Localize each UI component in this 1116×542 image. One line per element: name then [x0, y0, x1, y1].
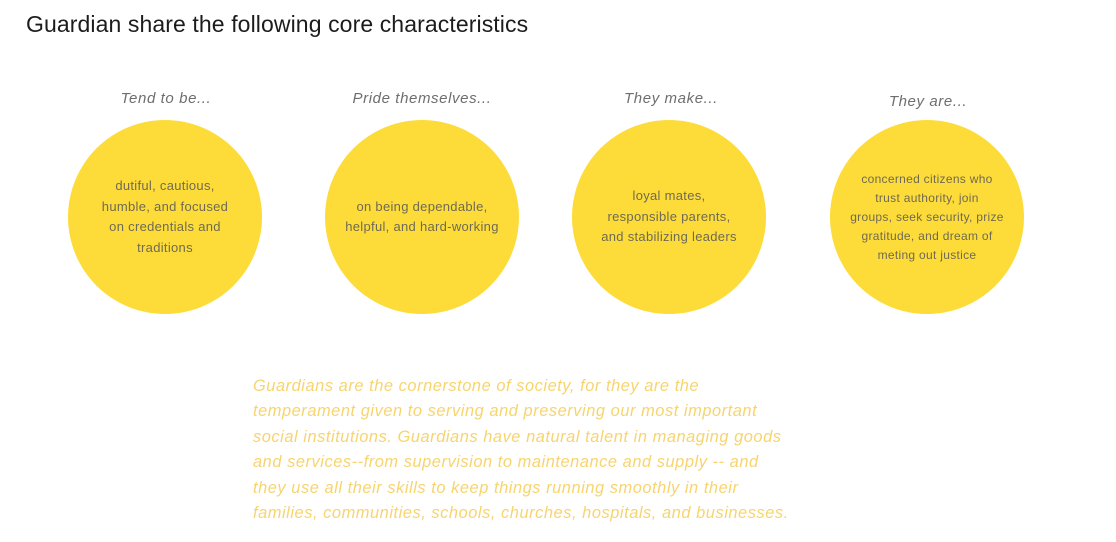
trait-heading: Pride themselves...: [352, 90, 492, 107]
trait-text: dutiful, cautious, humble, and focused o…: [102, 176, 228, 258]
trait-text-line: gratitude, and dream of: [861, 228, 993, 243]
trait-text-line: loyal mates,: [632, 188, 706, 204]
trait-text-line: trust authority, join: [875, 190, 979, 205]
description-line: Guardians are the cornerstone of society…: [253, 377, 700, 395]
trait-text-line: dutiful, cautious,: [115, 178, 215, 193]
trait-circle: loyal mates, responsible parents, and st…: [572, 120, 766, 314]
guardian-description: Guardians are the cornerstone of society…: [253, 374, 833, 526]
trait-heading: Tend to be...: [120, 90, 212, 107]
trait-circle: on being dependable, helpful, and hard-w…: [325, 120, 519, 314]
trait-text: on being dependable, helpful, and hard-w…: [345, 197, 498, 238]
trait-text-line: groups, seek security, prize: [850, 209, 1004, 224]
page-title: Guardian share the following core charac…: [26, 11, 529, 37]
trait-text: loyal mates, responsible parents, and st…: [601, 186, 737, 248]
trait-text-line: helpful, and hard-working: [345, 219, 499, 234]
trait-circle: concerned citizens who trust authority, …: [830, 120, 1024, 314]
trait-circle: dutiful, cautious, humble, and focused o…: [68, 120, 262, 314]
trait-text-line: on being dependable,: [356, 198, 488, 214]
trait-text-line: and stabilizing leaders: [601, 229, 737, 245]
trait-text-line: concerned citizens who: [861, 171, 993, 186]
trait-text-line: humble, and focused: [101, 198, 229, 214]
description-line: and services--from supervision to mainte…: [253, 453, 759, 472]
trait-text-line: meting out justice: [877, 247, 977, 262]
description-line: families, communities, schools, churches…: [253, 504, 789, 523]
trait-heading: They are...: [888, 93, 968, 110]
trait-heading: They make...: [624, 90, 718, 107]
trait-text-line: responsible parents,: [607, 208, 731, 224]
description-line: temperament given to serving and preserv…: [253, 402, 758, 421]
description-line: social institutions. Guardians have natu…: [253, 427, 782, 446]
trait-text-line: traditions: [137, 239, 193, 255]
trait-text: concerned citizens who trust authority, …: [850, 170, 1004, 265]
trait-text-line: on credentials and: [109, 219, 221, 234]
description-line: they use all their skills to keep things…: [253, 478, 739, 497]
